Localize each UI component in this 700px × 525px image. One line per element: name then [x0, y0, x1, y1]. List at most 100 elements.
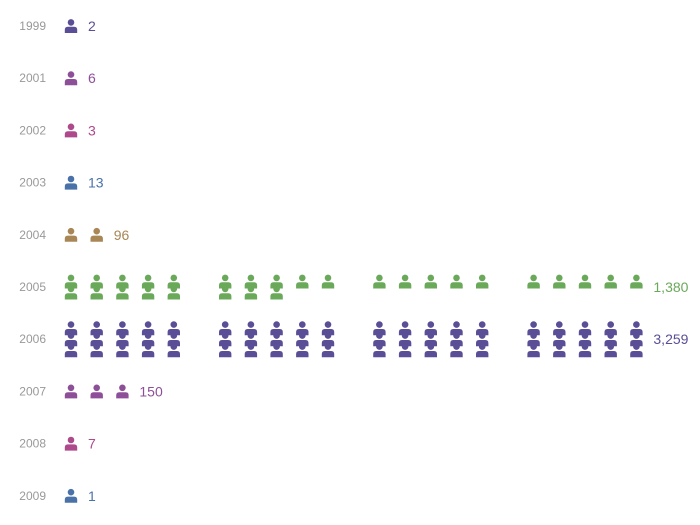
person-icon: [270, 343, 283, 358]
person-icon: [450, 332, 463, 347]
chart-rows: 1999 2 2001 6 2002 3 2003 13 2004 96 2005 1,380 2006…: [19, 18, 688, 504]
person-icon: [219, 332, 232, 347]
year-label: 2004: [19, 228, 46, 242]
person-icon: [450, 343, 463, 358]
chart-row-2005: 2005 1,380: [19, 274, 689, 300]
person-icon: [64, 227, 78, 242]
person-icon: [64, 175, 78, 190]
person-icon: [64, 488, 78, 503]
person-icon: [450, 274, 463, 289]
person-icon: [296, 343, 309, 358]
person-icon: [90, 285, 103, 300]
value-label: 3: [88, 122, 96, 138]
chart-row-2003: 2003 13: [19, 175, 103, 191]
year-label: 2005: [19, 280, 46, 294]
person-icon: [141, 332, 155, 347]
person-icon: [604, 274, 617, 289]
person-icon: [553, 332, 566, 347]
person-icon: [270, 285, 283, 300]
value-label: 3,259: [653, 331, 688, 347]
chart-row-2001: 2001 6: [19, 70, 96, 86]
person-icon: [90, 227, 103, 242]
person-icon: [116, 285, 129, 300]
chart-row-2002: 2002 3: [19, 122, 96, 138]
person-icon: [90, 321, 103, 336]
chart-row-2009: 2009 1: [19, 488, 96, 504]
person-icon: [424, 274, 437, 289]
person-icon: [64, 343, 78, 358]
person-icon: [167, 285, 180, 300]
person-icon: [244, 321, 258, 336]
person-icon: [476, 274, 489, 289]
person-icon: [219, 285, 232, 300]
person-icon: [167, 332, 180, 347]
person-icon: [373, 321, 386, 336]
person-icon: [141, 343, 155, 358]
person-icon: [116, 321, 129, 336]
person-icon: [167, 343, 180, 358]
person-icon: [527, 332, 540, 347]
year-label: 2008: [19, 437, 46, 451]
person-icon: [578, 274, 592, 289]
person-icon: [604, 332, 617, 347]
person-icon: [553, 321, 566, 336]
person-icon: [578, 343, 592, 358]
person-icon: [219, 274, 232, 289]
person-icon: [373, 332, 386, 347]
person-icon: [398, 343, 412, 358]
value-label: 96: [114, 227, 130, 243]
person-icon: [270, 321, 283, 336]
person-icon: [578, 332, 592, 347]
person-icon: [270, 332, 283, 347]
person-icon: [604, 343, 617, 358]
person-icon: [244, 343, 258, 358]
person-icon: [373, 274, 386, 289]
person-icon: [116, 274, 129, 289]
chart-row-2007: 2007 150: [19, 383, 163, 399]
person-icon: [90, 384, 103, 399]
person-icon: [604, 321, 617, 336]
person-icon: [630, 321, 643, 336]
chart-row-2006: 2006 3,259: [19, 321, 689, 358]
person-icon: [450, 321, 463, 336]
person-icon: [373, 343, 386, 358]
value-label: 6: [88, 70, 96, 86]
year-label: 2006: [19, 332, 46, 346]
person-icon: [398, 274, 412, 289]
person-icon: [321, 321, 335, 336]
person-icon: [527, 321, 540, 336]
person-icon: [296, 321, 309, 336]
value-label: 13: [88, 175, 104, 191]
person-icon: [90, 332, 103, 347]
person-icon: [578, 321, 592, 336]
year-label: 2002: [19, 123, 46, 137]
value-label: 7: [88, 436, 96, 452]
chart-row-2004: 2004 96: [19, 227, 129, 243]
person-icon: [141, 274, 155, 289]
value-label: 2: [88, 18, 96, 34]
person-icon: [527, 274, 540, 289]
person-icon: [424, 332, 437, 347]
person-icon: [64, 71, 78, 86]
person-icon: [553, 274, 566, 289]
person-icon: [296, 332, 309, 347]
person-icon: [116, 343, 129, 358]
chart-row-1999: 1999 2: [19, 18, 96, 34]
person-icon: [630, 332, 643, 347]
person-icon: [219, 343, 232, 358]
person-icon: [64, 436, 78, 451]
person-icon: [630, 274, 643, 289]
person-icon: [90, 274, 103, 289]
person-icon: [64, 274, 78, 289]
person-icon: [553, 343, 566, 358]
person-icon: [64, 285, 78, 300]
person-icon: [527, 343, 540, 358]
person-icon: [476, 343, 489, 358]
person-icon: [64, 384, 78, 399]
chart-row-2008: 2008 7: [19, 436, 96, 452]
person-icon: [321, 343, 335, 358]
person-icon: [424, 321, 437, 336]
value-label: 1,380: [653, 279, 688, 295]
year-label: 2001: [19, 71, 46, 85]
